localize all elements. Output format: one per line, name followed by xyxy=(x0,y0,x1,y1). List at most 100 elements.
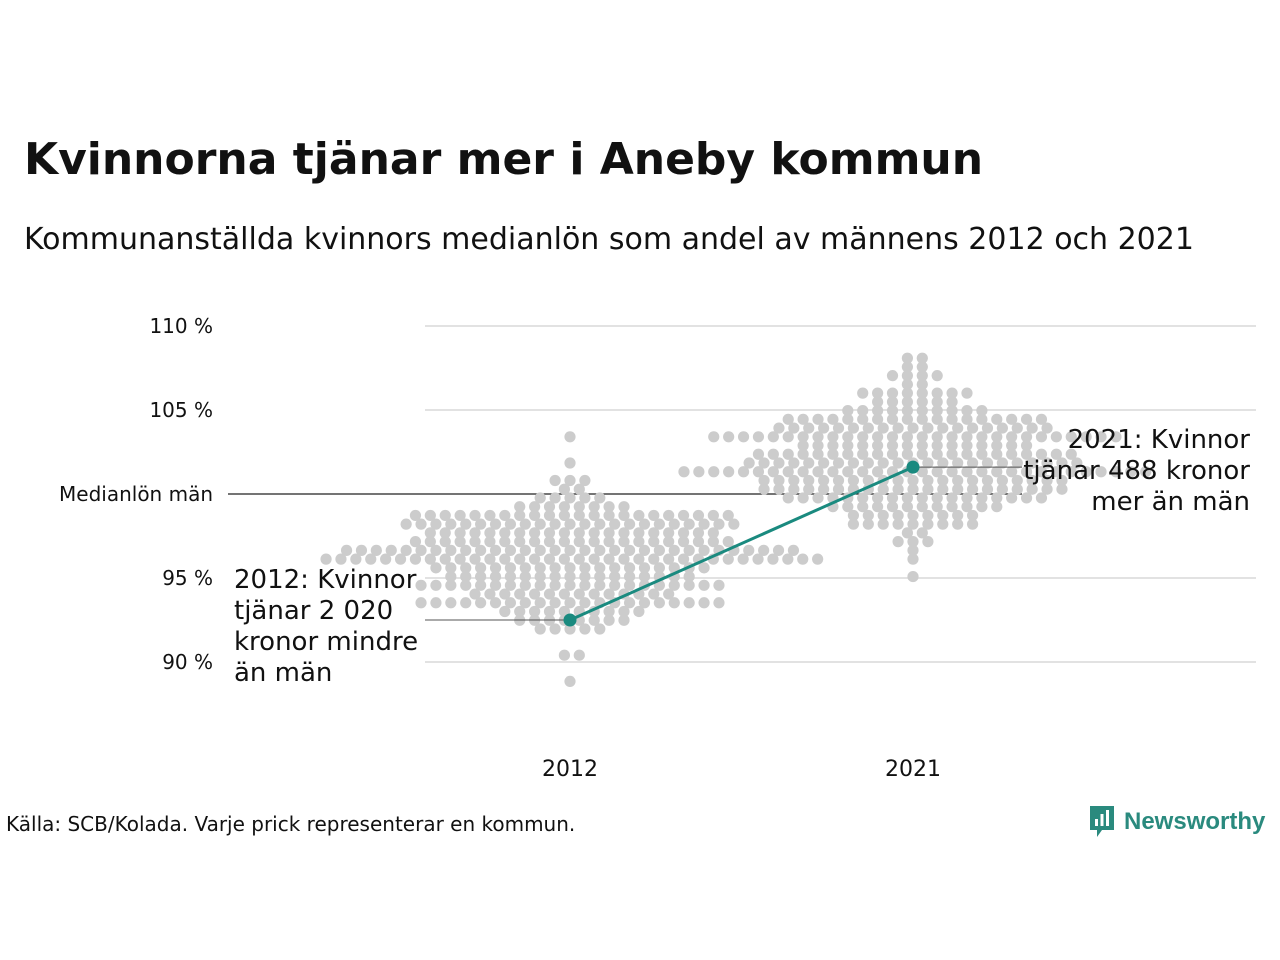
municipality-dot xyxy=(499,553,511,565)
municipality-dot xyxy=(668,597,680,609)
municipality-dot xyxy=(991,492,1003,504)
municipality-dots xyxy=(320,352,1152,688)
municipality-dot xyxy=(907,544,919,556)
municipality-dot xyxy=(573,501,585,513)
municipality-dot xyxy=(877,457,889,469)
municipality-dot xyxy=(579,597,591,609)
municipality-dot xyxy=(489,570,502,583)
municipality-dot xyxy=(723,431,735,443)
municipality-dot xyxy=(728,518,740,530)
municipality-dot xyxy=(573,536,585,548)
brand-logo[interactable]: Newsworthy xyxy=(1088,802,1265,842)
municipality-dot xyxy=(504,518,517,530)
municipality-dot xyxy=(504,544,517,556)
municipality-dot xyxy=(579,579,591,591)
municipality-dot xyxy=(886,501,899,513)
municipality-dot xyxy=(857,413,869,425)
annotation-text-line: kronor mindre xyxy=(234,627,418,657)
municipality-dot xyxy=(409,553,422,565)
municipality-dot xyxy=(842,404,854,417)
municipality-dot xyxy=(633,509,645,522)
municipality-dot xyxy=(901,501,914,513)
municipality-dot xyxy=(415,544,427,556)
municipality-dot xyxy=(872,492,884,504)
municipality-dot xyxy=(872,404,884,417)
municipality-dot xyxy=(812,466,824,478)
municipality-dot xyxy=(901,527,914,539)
municipality-dot xyxy=(961,466,973,478)
municipality-dot xyxy=(946,448,958,460)
municipality-dot xyxy=(707,509,719,522)
municipality-dot xyxy=(394,553,407,565)
municipality-dot xyxy=(797,448,809,460)
municipality-dot xyxy=(847,422,860,434)
municipality-dot xyxy=(514,553,526,565)
municipality-dot xyxy=(812,431,824,443)
municipality-dot xyxy=(603,588,615,600)
municipality-dot xyxy=(901,370,914,382)
municipality-dot xyxy=(514,588,526,600)
municipality-dot xyxy=(519,579,531,591)
municipality-dot xyxy=(504,570,517,583)
municipality-dot xyxy=(797,431,809,443)
municipality-dot xyxy=(937,422,949,434)
municipality-dot xyxy=(797,413,809,425)
municipality-dot xyxy=(931,396,943,408)
municipality-dot xyxy=(758,474,770,487)
municipality-dot xyxy=(623,579,636,591)
municipality-dot xyxy=(961,448,973,460)
municipality-dot xyxy=(1140,466,1152,478)
municipality-dot xyxy=(499,536,511,548)
municipality-dot xyxy=(514,536,526,548)
municipality-dot xyxy=(445,570,457,583)
municipality-dot xyxy=(916,527,928,539)
municipality-dot xyxy=(489,579,502,591)
municipality-dot xyxy=(827,439,839,452)
municipality-dot xyxy=(862,457,874,469)
municipality-dot xyxy=(996,422,1008,434)
municipality-dot xyxy=(1050,431,1062,443)
municipality-dot xyxy=(603,605,615,618)
municipality-dot xyxy=(713,597,725,609)
municipality-dot xyxy=(445,562,457,574)
municipality-dot xyxy=(633,605,645,618)
municipality-dot xyxy=(857,501,869,513)
municipality-dot xyxy=(797,492,809,504)
municipality-dot xyxy=(549,474,561,487)
municipality-dot xyxy=(638,597,651,609)
municipality-dot xyxy=(886,404,899,417)
municipality-dot xyxy=(946,492,958,504)
municipality-dot xyxy=(564,579,576,591)
municipality-dot xyxy=(907,483,919,495)
municipality-dot xyxy=(618,605,630,618)
municipality-dot xyxy=(594,492,606,504)
municipality-dot xyxy=(489,544,502,556)
municipality-dot xyxy=(892,518,904,530)
municipality-dot xyxy=(946,396,958,408)
municipality-dot xyxy=(529,509,541,522)
municipality-dot xyxy=(886,370,899,382)
municipality-dot xyxy=(677,527,690,539)
municipality-dot xyxy=(618,614,630,626)
municipality-dot xyxy=(683,544,695,556)
municipality-dot xyxy=(424,527,436,539)
municipality-dot xyxy=(573,553,585,565)
municipality-dot xyxy=(931,387,943,399)
municipality-dot xyxy=(907,518,919,530)
municipality-dot xyxy=(469,527,481,539)
municipality-dot xyxy=(1026,457,1038,469)
municipality-dot xyxy=(603,614,615,626)
municipality-dot xyxy=(460,518,472,530)
municipality-dot xyxy=(618,536,630,548)
municipality-dot xyxy=(415,518,427,530)
municipality-dot xyxy=(514,501,526,513)
municipality-dot xyxy=(534,562,546,574)
municipality-dot xyxy=(514,509,526,522)
municipality-dot xyxy=(603,509,615,522)
municipality-dot xyxy=(1020,431,1033,443)
municipality-dot xyxy=(1095,431,1107,443)
municipality-dot xyxy=(519,562,531,574)
municipality-dot xyxy=(683,579,695,591)
municipality-dot xyxy=(668,544,680,556)
municipality-dot xyxy=(653,518,665,530)
